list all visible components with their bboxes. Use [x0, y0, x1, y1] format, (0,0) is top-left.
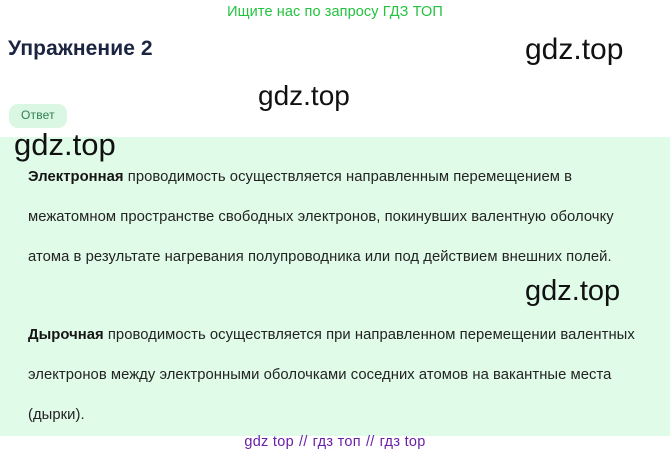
footer-part-2: гдз топ — [312, 434, 361, 450]
answer-paragraph-1-text: проводимость осуществляется направленным… — [28, 169, 614, 265]
footer-part-3: гдз top — [379, 434, 426, 450]
answer-paragraph-1: Электронная проводимость осуществляется … — [28, 157, 650, 277]
page-title: Упражнение 2 — [8, 37, 153, 60]
footer-separator-1: // — [299, 434, 308, 450]
answer-badge: Ответ — [9, 104, 67, 128]
footer-keywords: gdz top//гдз топ//гдз top — [0, 432, 670, 452]
watermark-bottom-right: gdz.top — [525, 275, 621, 307]
answer-paragraph-2-lead: Дырочная — [28, 327, 104, 343]
footer-separator-2: // — [365, 434, 375, 450]
watermark-center: gdz.top — [258, 80, 350, 111]
answer-paragraph-2: Дырочная проводимость осуществляется при… — [28, 315, 650, 435]
watermark-left: gdz.top — [14, 127, 116, 162]
answer-panel: Электронная проводимость осуществляется … — [0, 137, 670, 436]
footer-part-1: gdz top — [244, 434, 294, 450]
answer-paragraph-2-text: проводимость осуществляется при направле… — [28, 327, 635, 423]
promo-banner-text: Ищите нас по запросу ГДЗ ТОП — [227, 4, 443, 20]
watermark-top-right: gdz.top — [525, 33, 624, 66]
answer-paragraph-1-lead: Электронная — [28, 169, 124, 185]
